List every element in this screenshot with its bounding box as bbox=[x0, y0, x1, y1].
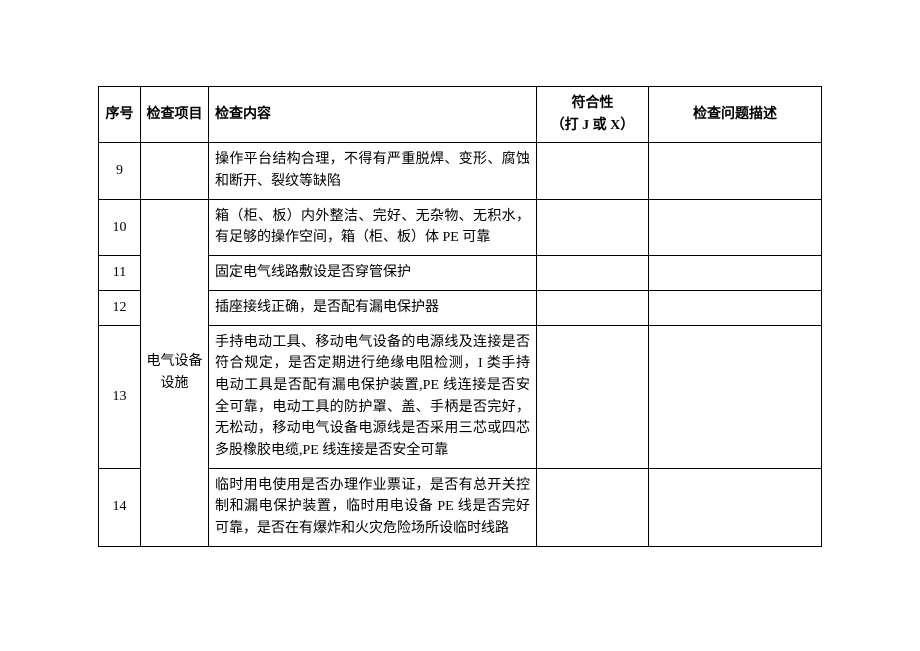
cell-problem bbox=[649, 290, 822, 325]
header-seq: 序号 bbox=[99, 87, 141, 143]
header-compliance-line1: 符合性 bbox=[541, 93, 644, 115]
table-row: 10 电气设备设施 箱（柜、板）内外整洁、完好、无杂物、无积水，有足够的操作空间… bbox=[99, 199, 822, 255]
header-problem: 检查问题描述 bbox=[649, 87, 822, 143]
header-compliance-line2: （打 J 或 X） bbox=[541, 115, 644, 137]
header-compliance: 符合性 （打 J 或 X） bbox=[537, 87, 649, 143]
cell-compliance bbox=[537, 290, 649, 325]
cell-category: 电气设备设施 bbox=[141, 199, 209, 546]
cell-compliance bbox=[537, 468, 649, 546]
cell-content: 箱（柜、板）内外整洁、完好、无杂物、无积水，有足够的操作空间，箱（柜、板）体 P… bbox=[209, 199, 537, 255]
cell-compliance bbox=[537, 143, 649, 199]
cell-problem bbox=[649, 468, 822, 546]
cell-content: 手持电动工具、移动电气设备的电源线及连接是否符合规定，是否定期进行绝缘电阻检测，… bbox=[209, 325, 537, 468]
cell-problem bbox=[649, 256, 822, 291]
header-category: 检查项目 bbox=[141, 87, 209, 143]
inspection-table: 序号 检查项目 检查内容 符合性 （打 J 或 X） 检查问题描述 9 操作平台… bbox=[98, 86, 822, 547]
cell-problem bbox=[649, 325, 822, 468]
cell-seq: 13 bbox=[99, 325, 141, 468]
cell-content: 固定电气线路敷设是否穿管保护 bbox=[209, 256, 537, 291]
cell-seq: 11 bbox=[99, 256, 141, 291]
cell-seq: 9 bbox=[99, 143, 141, 199]
cell-category-empty bbox=[141, 143, 209, 199]
cell-compliance bbox=[537, 256, 649, 291]
cell-content: 插座接线正确，是否配有漏电保护器 bbox=[209, 290, 537, 325]
cell-compliance bbox=[537, 325, 649, 468]
cell-seq: 10 bbox=[99, 199, 141, 255]
cell-seq: 12 bbox=[99, 290, 141, 325]
table-row: 9 操作平台结构合理，不得有严重脱焊、变形、腐蚀和断开、裂纹等缺陷 bbox=[99, 143, 822, 199]
cell-problem bbox=[649, 199, 822, 255]
table-header-row: 序号 检查项目 检查内容 符合性 （打 J 或 X） 检查问题描述 bbox=[99, 87, 822, 143]
cell-content: 临时用电使用是否办理作业票证，是否有总开关控制和漏电保护装置，临时用电设备 PE… bbox=[209, 468, 537, 546]
cell-compliance bbox=[537, 199, 649, 255]
cell-problem bbox=[649, 143, 822, 199]
cell-seq: 14 bbox=[99, 468, 141, 546]
cell-content: 操作平台结构合理，不得有严重脱焊、变形、腐蚀和断开、裂纹等缺陷 bbox=[209, 143, 537, 199]
header-content: 检查内容 bbox=[209, 87, 537, 143]
